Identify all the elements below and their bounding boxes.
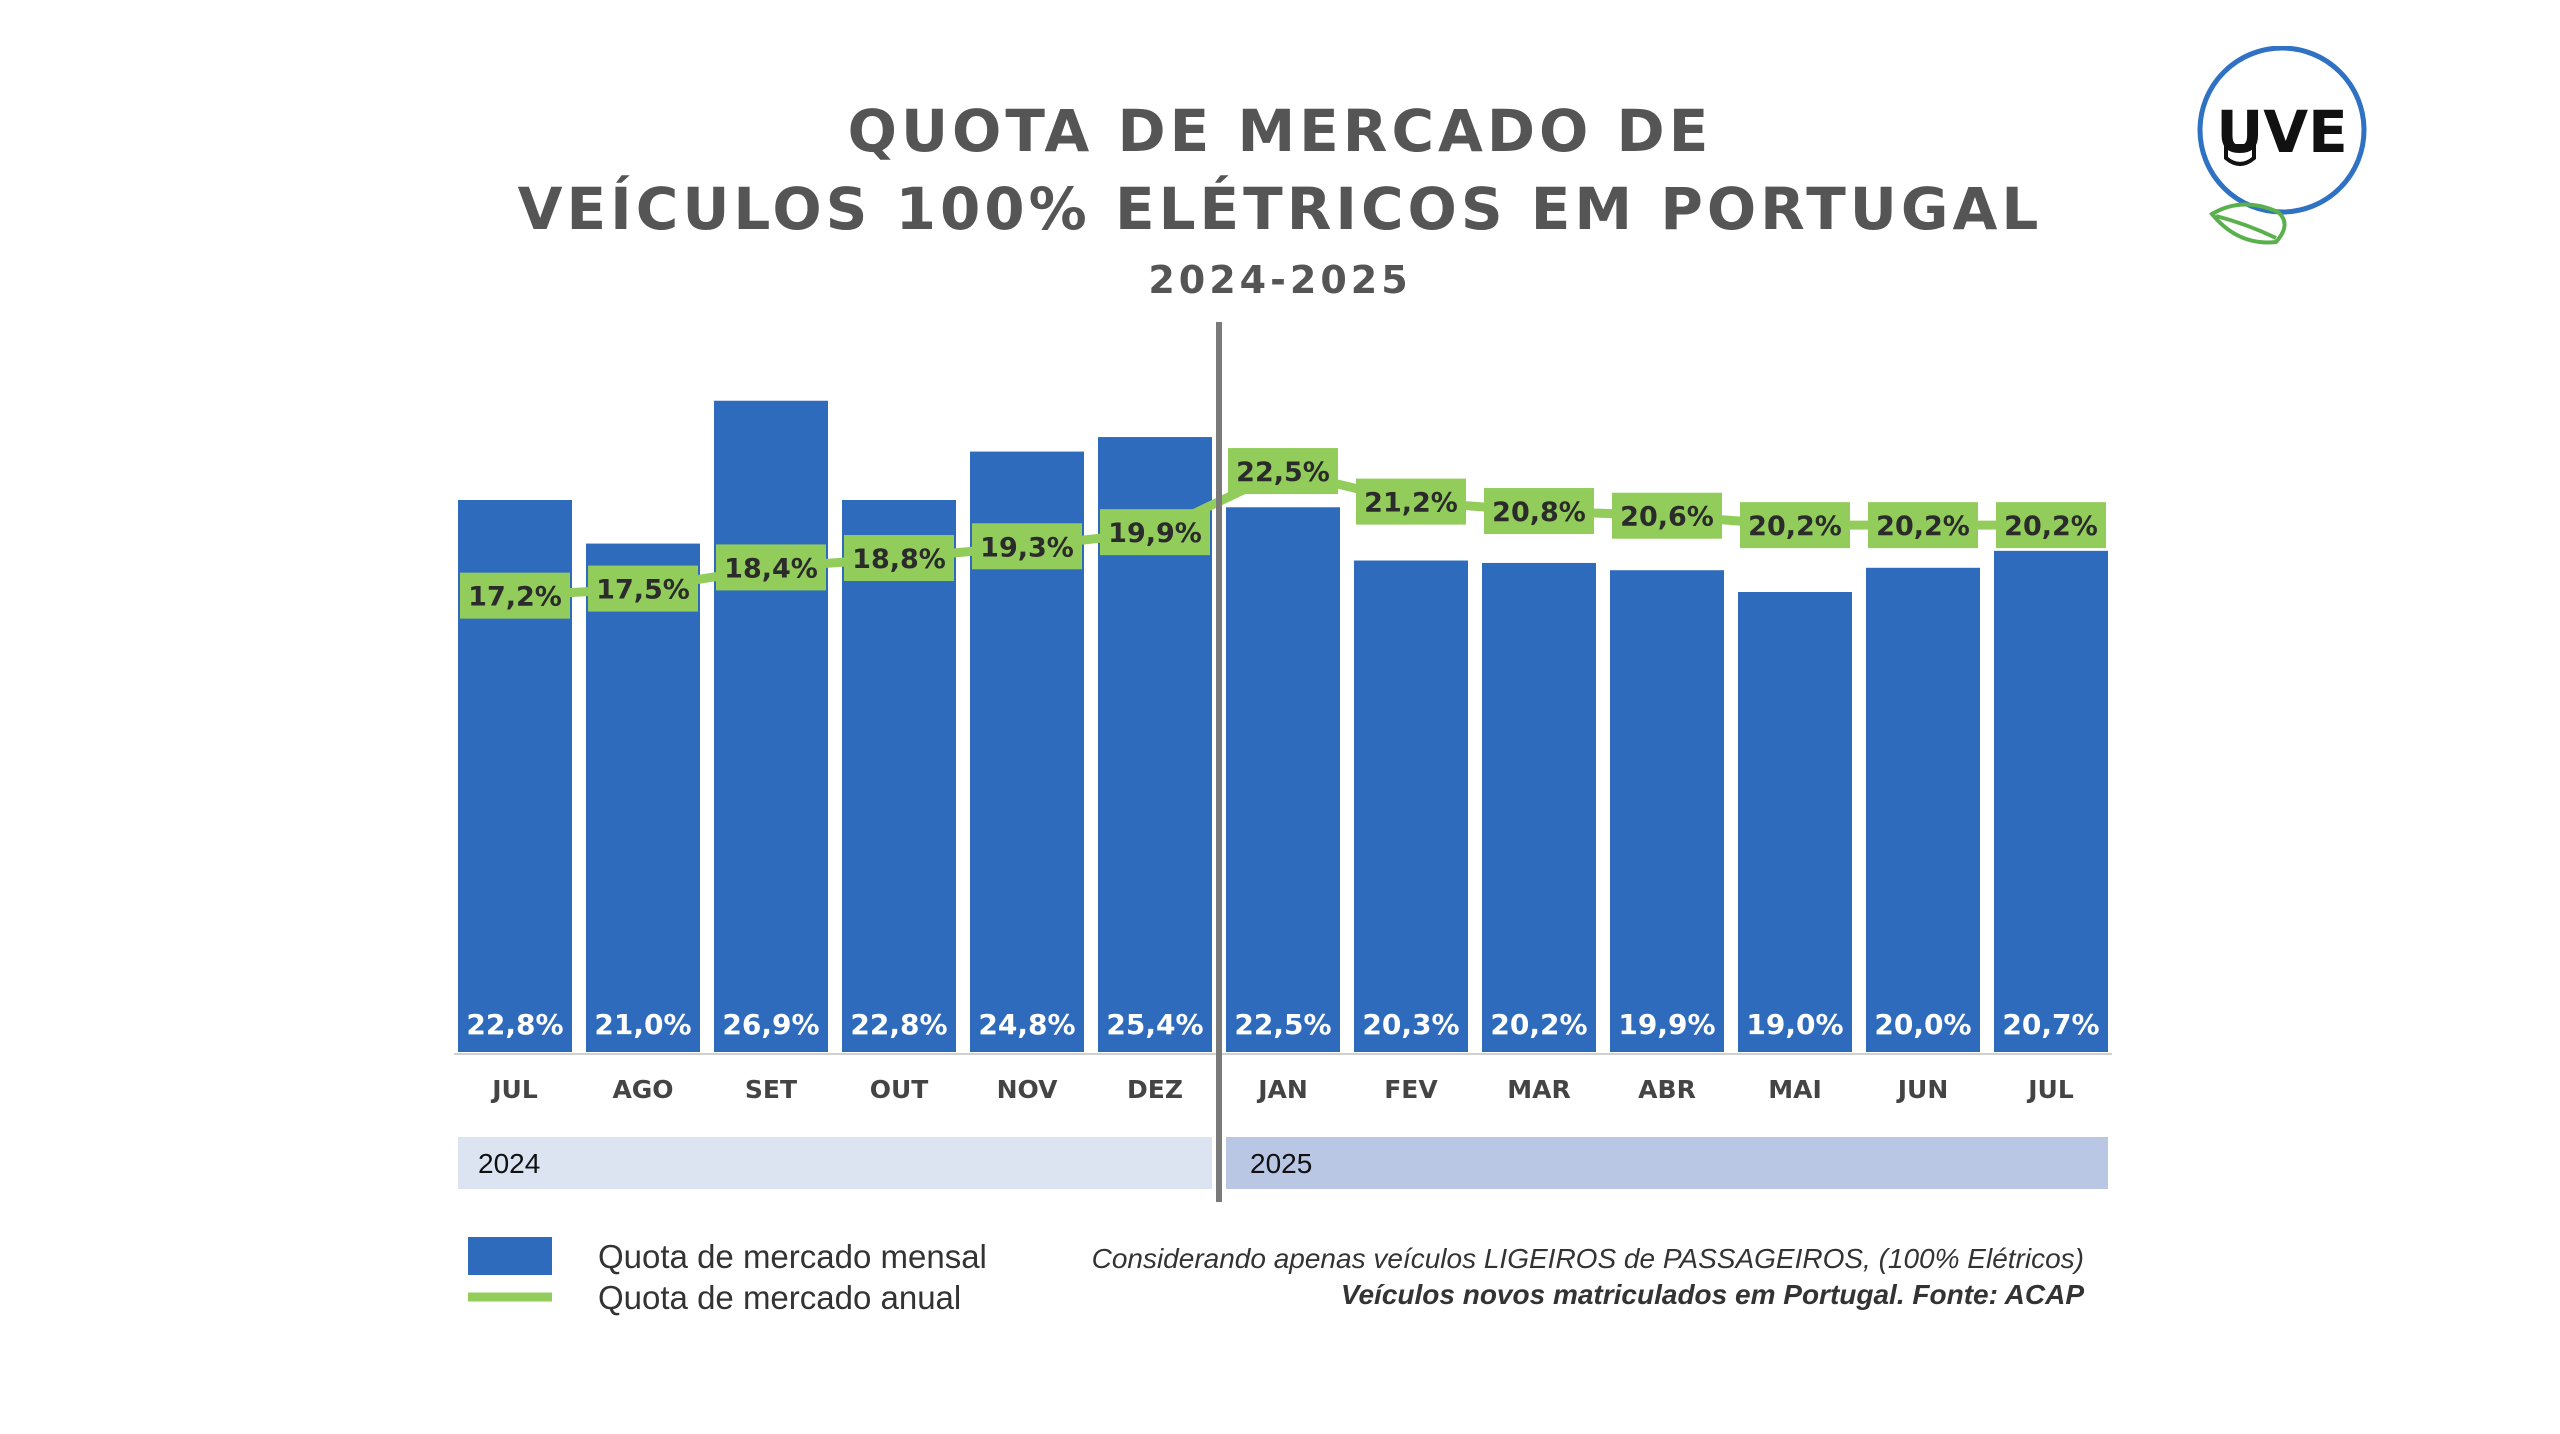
logo-leaf-icon bbox=[2208, 202, 2287, 245]
legend-marks bbox=[468, 1237, 552, 1302]
line-point-2 bbox=[716, 544, 826, 591]
line-value-label-12: 20,2% bbox=[2004, 511, 2098, 542]
year-bands: 2024 2025 bbox=[458, 322, 2108, 1202]
line-value-label-1: 17,5% bbox=[596, 575, 690, 606]
line-point-7 bbox=[1356, 478, 1466, 525]
x-tick-label-10: MAI bbox=[1768, 1075, 1822, 1104]
line-value-label-7: 21,2% bbox=[1364, 488, 1458, 519]
line-value-label-11: 20,2% bbox=[1876, 511, 1970, 542]
bar-value-label-5: 25,4% bbox=[1106, 1008, 1203, 1041]
line-point-9 bbox=[1612, 492, 1722, 539]
line-point-6 bbox=[1228, 448, 1338, 495]
x-tick-label-12: JUL bbox=[2026, 1075, 2074, 1104]
line-point-0 bbox=[460, 572, 570, 619]
bar-value-label-12: 20,7% bbox=[2002, 1008, 2099, 1041]
line-point-3 bbox=[844, 535, 954, 582]
bar-value-label-1: 21,0% bbox=[594, 1008, 691, 1041]
line-point-12 bbox=[1996, 502, 2106, 549]
line-value-label-3: 18,8% bbox=[852, 544, 946, 575]
year-band-2025 bbox=[1226, 1137, 2108, 1189]
bar-8 bbox=[1482, 562, 1596, 1052]
x-tick-label-8: MAR bbox=[1507, 1075, 1570, 1104]
bar-value-label-7: 20,3% bbox=[1362, 1008, 1459, 1041]
bar-12 bbox=[1994, 550, 2108, 1052]
bar-value-label-9: 19,9% bbox=[1618, 1008, 1715, 1041]
chart-subtitle: 2024-2025 bbox=[1148, 258, 1412, 302]
legend-annual-label: Quota de mercado anual bbox=[598, 1279, 962, 1316]
chart-title-line-2: VEÍCULOS 100% ELÉTRICOS EM PORTUGAL bbox=[517, 175, 2043, 243]
line-value-label-8: 20,8% bbox=[1492, 497, 1586, 528]
x-tick-label-5: DEZ bbox=[1127, 1075, 1183, 1104]
line-value-label-10: 20,2% bbox=[1748, 511, 1842, 542]
bar-value-label-0: 22,8% bbox=[466, 1008, 563, 1041]
line-point-4 bbox=[972, 523, 1082, 570]
x-axis: JUL AGO SET OUT NOV DEZ JAN FEV MAR ABR MAI JUN JUL bbox=[454, 1053, 2112, 1104]
bar-series-monthly: 22,8% 21,0% 26,9% 22,8% 24,8% 25,4% 22,5% 20,3%… bbox=[458, 400, 2108, 1053]
line-value-label-9: 20,6% bbox=[1620, 502, 1714, 533]
bar-value-label-2: 26,9% bbox=[722, 1008, 819, 1041]
line-point-8 bbox=[1484, 488, 1594, 535]
year-band-2024 bbox=[458, 1137, 1212, 1189]
line-value-label-5: 19,9% bbox=[1108, 518, 1202, 549]
x-tick-label-3: OUT bbox=[870, 1075, 929, 1104]
bar-6 bbox=[1226, 507, 1340, 1052]
x-tick-label-6: JAN bbox=[1256, 1075, 1308, 1104]
line-point-11 bbox=[1868, 502, 1978, 549]
bar-value-label-8: 20,2% bbox=[1490, 1008, 1587, 1041]
source-note-1: Considerando apenas veículos LIGEIROS de… bbox=[1091, 1243, 2084, 1274]
logo-text: UVE bbox=[2216, 98, 2348, 166]
bar-value-label-4: 24,8% bbox=[978, 1008, 1075, 1041]
bar-9 bbox=[1610, 570, 1724, 1052]
year-label-2024: 2024 bbox=[478, 1148, 540, 1179]
chart-title-line-1: QUOTA DE MERCADO DE bbox=[847, 97, 1713, 165]
x-tick-label-1: AGO bbox=[612, 1075, 673, 1104]
chart-title: QUOTA DE MERCADO DE VEÍCULOS 100% ELÉTRI… bbox=[0, 92, 2560, 302]
line-point-5 bbox=[1100, 509, 1210, 556]
bar-10 bbox=[1738, 592, 1852, 1052]
bar-value-label-6: 22,5% bbox=[1234, 1008, 1331, 1041]
line-value-label-2: 18,4% bbox=[724, 553, 818, 584]
legend-monthly-swatch bbox=[468, 1237, 552, 1275]
logo-circle bbox=[2197, 46, 2367, 215]
bar-7 bbox=[1354, 560, 1468, 1052]
line-point-1 bbox=[588, 565, 698, 612]
line-value-label-0: 17,2% bbox=[468, 582, 562, 613]
bar-value-label-3: 22,8% bbox=[850, 1008, 947, 1041]
x-tick-label-0: JUL bbox=[490, 1075, 538, 1104]
bar-11 bbox=[1866, 567, 1980, 1052]
source-note-2: Veículos novos matriculados em Portugal.… bbox=[1340, 1279, 2084, 1310]
line-series-annual: 17,2% 17,5% 18,4% 18,8% 19,3% 19,9% 22,5% 21,2%… bbox=[460, 448, 2106, 619]
x-tick-label-4: NOV bbox=[997, 1075, 1059, 1104]
x-tick-label-2: SET bbox=[745, 1075, 797, 1104]
x-tick-label-11: JUN bbox=[1896, 1075, 1949, 1104]
uve-logo: UVE bbox=[2197, 46, 2367, 245]
bar-2 bbox=[714, 400, 828, 1053]
bar-value-label-10: 19,0% bbox=[1746, 1008, 1843, 1041]
x-tick-label-9: ABR bbox=[1638, 1075, 1696, 1104]
line-point-10 bbox=[1740, 502, 1850, 549]
logo-plug-icon bbox=[2224, 144, 2256, 166]
bar-3 bbox=[842, 500, 956, 1052]
year-label-2025: 2025 bbox=[1250, 1148, 1312, 1179]
bar-value-label-11: 20,0% bbox=[1874, 1008, 1971, 1041]
line-value-label-4: 19,3% bbox=[980, 532, 1074, 563]
x-tick-label-7: FEV bbox=[1384, 1075, 1438, 1104]
bar-1 bbox=[586, 543, 700, 1052]
legend-monthly-label: Quota de mercado mensal bbox=[598, 1238, 987, 1275]
line-value-label-6: 22,5% bbox=[1236, 457, 1330, 488]
